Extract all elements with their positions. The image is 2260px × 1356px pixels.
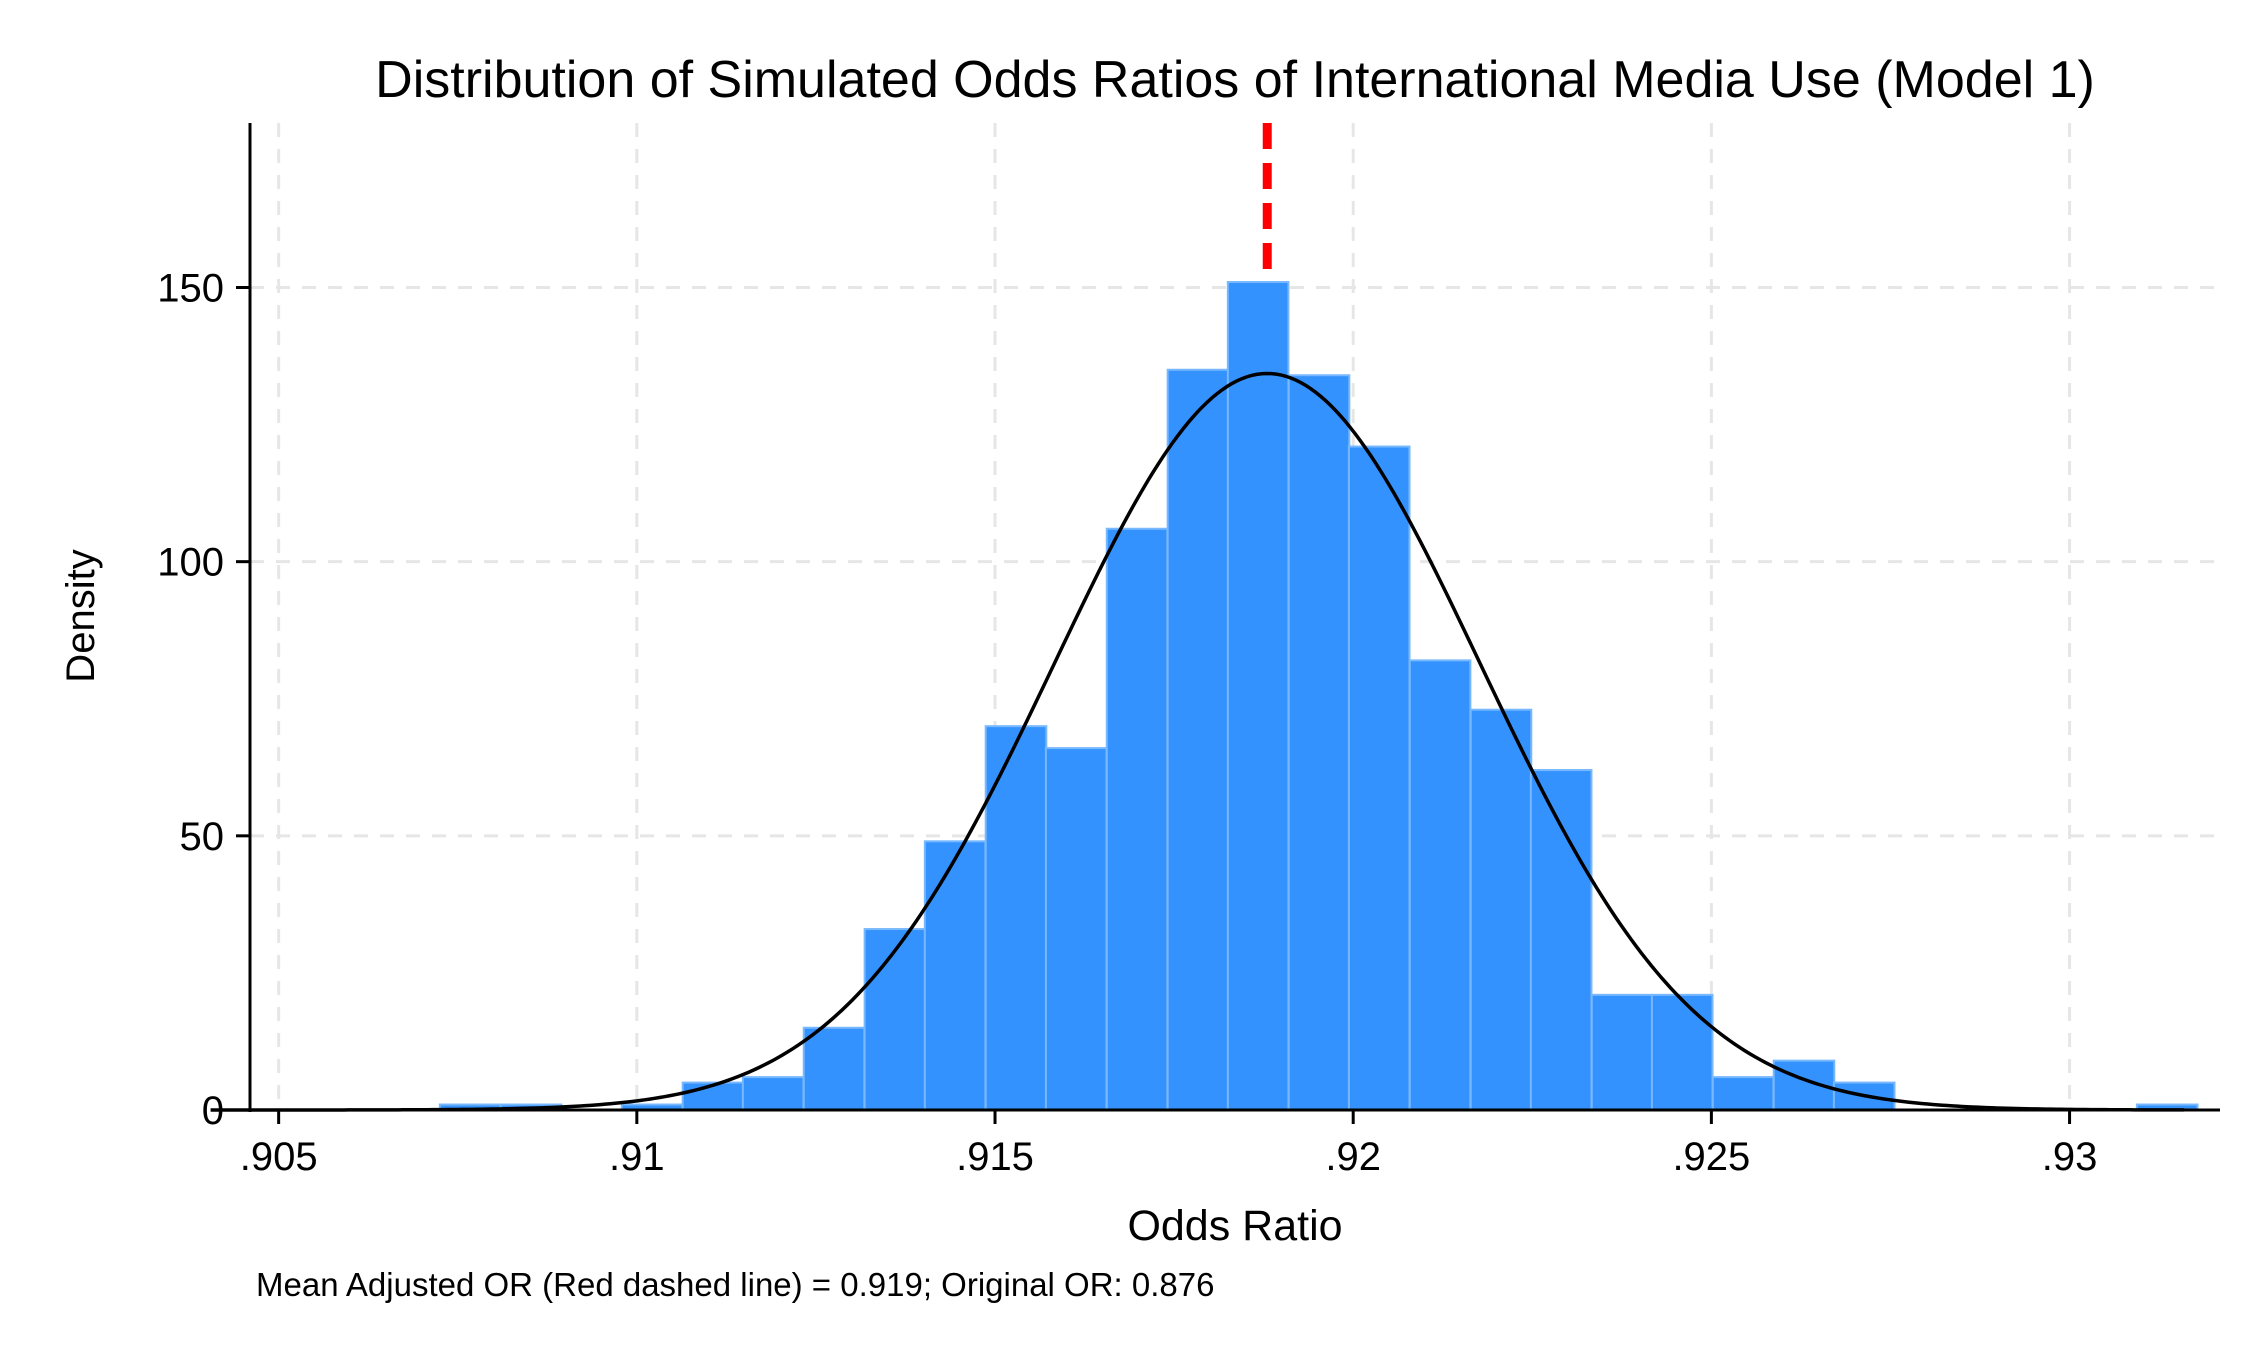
histogram-bar-3 xyxy=(681,1081,745,1112)
chart-note: Mean Adjusted OR (Red dashed line) = 0.9… xyxy=(256,1266,1214,1303)
normal-density-curve xyxy=(210,371,2185,1112)
histogram-bars xyxy=(438,281,2199,1112)
y-tick-label-0: 0 xyxy=(202,1089,224,1133)
histogram-bar-7 xyxy=(923,840,987,1111)
gridlines xyxy=(250,123,2220,1110)
x-tick-label-1: .91 xyxy=(609,1135,665,1179)
histogram-bar-4 xyxy=(741,1076,805,1111)
y-tick-label-2: 100 xyxy=(157,541,224,585)
histogram-bar-11 xyxy=(1166,368,1230,1111)
x-tick-label-5: .93 xyxy=(2042,1135,2098,1179)
histogram-bar-10 xyxy=(1105,527,1169,1111)
y-axis-label: Density xyxy=(59,549,103,682)
histogram-bar-17 xyxy=(1529,769,1593,1111)
normal-curve-layer xyxy=(210,371,2185,1112)
histogram-bar-19 xyxy=(1650,993,1714,1111)
chart-title: Distribution of Simulated Odds Ratios of… xyxy=(375,51,2095,109)
y-tick-label-1: 50 xyxy=(180,815,225,859)
x-tick-label-0: .905 xyxy=(240,1135,318,1179)
histogram-bar-20 xyxy=(1711,1076,1775,1111)
y-tick-label-3: 150 xyxy=(157,267,224,311)
histogram-bar-13 xyxy=(1287,374,1351,1111)
histogram-bar-18 xyxy=(1590,993,1654,1111)
x-tick-label-2: .915 xyxy=(956,1135,1034,1179)
axes xyxy=(236,123,2220,1124)
x-axis-label: Odds Ratio xyxy=(1127,1202,1342,1250)
histogram-bar-15 xyxy=(1408,659,1472,1111)
histogram-bar-14 xyxy=(1347,445,1411,1111)
histogram-bar-5 xyxy=(802,1026,866,1111)
histogram-bar-16 xyxy=(1469,708,1533,1111)
histogram-bar-22 xyxy=(1832,1081,1896,1112)
x-tick-label-3: .92 xyxy=(1325,1135,1381,1179)
histogram-bar-6 xyxy=(863,928,927,1111)
histogram-bar-9 xyxy=(1044,747,1108,1111)
tick-labels: .905 .91 .915 .92 .925 .93 0 50 100 150 xyxy=(157,267,2097,1180)
x-tick-label-4: .925 xyxy=(1672,1135,1750,1179)
histogram-bar-12 xyxy=(1226,281,1290,1111)
